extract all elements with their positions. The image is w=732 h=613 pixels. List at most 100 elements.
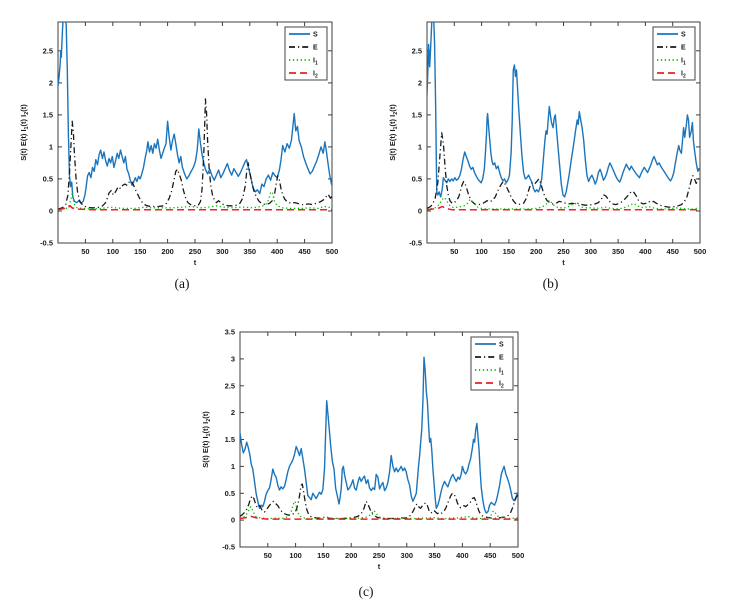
series-I_2-line	[240, 515, 518, 520]
x-tick-label: 150	[503, 247, 516, 256]
x-tick-label: 250	[557, 247, 570, 256]
x-tick-label: 450	[484, 551, 497, 560]
series-S-line	[58, 22, 332, 204]
plot-b-chart: 50 100 150 200 250 300 350 400 450 500 -0.5 0 0.5 1 1.…	[388, 21, 706, 267]
x-tick-label: 450	[666, 247, 679, 256]
legend-label-I_2: I2	[499, 381, 504, 390]
tick-labels: 50 100 150 200 250 300 350 400 450 500 -0.5 0 0.5 1 1.…	[40, 46, 338, 256]
y-tick-label: -0.5	[222, 543, 235, 552]
y-tick-label: 0	[418, 207, 422, 216]
y-tick-label: 2	[418, 79, 422, 88]
x-tick-label: 150	[317, 551, 330, 560]
tick-labels: 50 100 150 200 250 300 350 400 450 500 -0.5 0 0.5 1 1.…	[409, 46, 706, 256]
x-tick-label: 450	[298, 247, 311, 256]
x-tick-label: 50	[81, 247, 89, 256]
y-axis-label: S(t) E(t) I1(t) I2(t)	[201, 411, 212, 468]
plot-b-caption: (b)	[542, 276, 559, 291]
series-group	[427, 22, 700, 211]
y-tick-label: 1.5	[225, 435, 235, 444]
x-tick-label: 500	[512, 551, 525, 560]
series-E-line	[240, 483, 518, 520]
x-tick-label: 400	[456, 551, 469, 560]
x-tick-label: 100	[475, 247, 488, 256]
series-E-line	[58, 98, 332, 210]
y-tick-label: 1	[49, 143, 53, 152]
legend: SE I1 I2	[652, 26, 696, 81]
x-tick-label: 350	[244, 247, 257, 256]
plot-b: 50 100 150 200 250 300 350 400 450 500 -0.5 0 0.5 1 1.…	[369, 0, 732, 300]
plot-a-chart: 50 100 150 200 250 300 350 400 450 500 -0.5 0 0.5 1 1.…	[19, 21, 338, 267]
legend: SE I1 I2	[284, 26, 328, 81]
x-tick-label: 400	[271, 247, 284, 256]
plot-c-caption: (c)	[358, 584, 374, 599]
x-tick-label: 200	[161, 247, 174, 256]
y-tick-label: 2.5	[225, 381, 235, 390]
legend-label-S: S	[681, 32, 686, 39]
y-tick-label: 2.5	[43, 46, 53, 55]
legend-label-I_2: I2	[313, 71, 318, 80]
legend-label-S: S	[499, 342, 504, 349]
legend-label-I_1: I1	[499, 368, 504, 377]
plot-c: 50 100 150 200 250 300 350 400 450 500 -0.5 0 0.5 1 1.…	[182, 310, 550, 613]
y-axis-label: S(t) E(t) I1(t) I2(t)	[388, 104, 399, 161]
x-axis-label: t	[562, 258, 565, 267]
x-tick-label: 500	[694, 247, 707, 256]
tick-marks	[58, 22, 333, 244]
y-tick-label: 1	[231, 462, 235, 471]
series-I_1-line	[427, 196, 700, 211]
series-S-line	[427, 22, 700, 198]
x-axis-label: t	[378, 562, 381, 571]
y-tick-label: 0.5	[43, 175, 53, 184]
y-tick-label: 1.5	[412, 111, 422, 120]
x-tick-label: 100	[289, 551, 302, 560]
x-tick-label: 400	[639, 247, 652, 256]
tick-marks	[240, 331, 519, 548]
x-tick-label: 100	[107, 247, 120, 256]
series-group	[240, 356, 518, 520]
y-tick-label: 3	[231, 355, 235, 364]
plot-c-chart: 50 100 150 200 250 300 350 400 450 500 -0.5 0 0.5 1 1.…	[201, 328, 524, 571]
y-tick-label: 0	[49, 207, 53, 216]
x-tick-label: 500	[326, 247, 339, 256]
x-tick-label: 250	[373, 551, 386, 560]
y-tick-label: 1	[418, 143, 422, 152]
legend-label-E: E	[681, 45, 686, 52]
plot-a: 50 100 150 200 250 300 350 400 450 500 -0.5 0 0.5 1 1.…	[0, 0, 366, 300]
x-tick-label: 200	[530, 247, 543, 256]
y-tick-label: 0	[231, 516, 235, 525]
legend: SE I1 I2	[470, 336, 514, 391]
y-tick-label: 2	[49, 79, 53, 88]
y-tick-label: 0.5	[225, 489, 235, 498]
x-tick-label: 200	[345, 551, 358, 560]
legend-label-E: E	[499, 355, 504, 362]
series-group	[58, 22, 332, 211]
y-tick-label: 2.5	[412, 46, 422, 55]
y-tick-label: -0.5	[409, 239, 422, 248]
y-tick-label: -0.5	[40, 239, 53, 248]
y-tick-label: 0.5	[412, 175, 422, 184]
y-tick-label: 1.5	[43, 111, 53, 120]
legend-label-I_1: I1	[313, 58, 318, 67]
series-I_2-line	[427, 205, 700, 211]
legend-box	[470, 336, 514, 391]
x-axis-label: t	[194, 258, 197, 267]
legend-label-E: E	[313, 45, 318, 52]
plot-a-caption: (a)	[174, 276, 190, 291]
series-S-line	[240, 356, 518, 514]
legend-box	[284, 26, 328, 81]
series-E-line	[427, 132, 700, 209]
series-I_2-line	[58, 205, 332, 211]
x-tick-label: 350	[428, 551, 441, 560]
x-tick-label: 350	[612, 247, 625, 256]
y-tick-label: 3.5	[225, 328, 235, 337]
series-I_1-line	[58, 191, 332, 211]
x-tick-label: 300	[401, 551, 414, 560]
x-tick-label: 50	[264, 551, 272, 560]
x-tick-label: 300	[585, 247, 598, 256]
y-axis-label: S(t) E(t) I1(t) I2(t)	[19, 104, 30, 161]
legend-box	[652, 26, 696, 81]
x-tick-label: 150	[134, 247, 147, 256]
legend-label-S: S	[313, 32, 318, 39]
x-tick-label: 50	[450, 247, 458, 256]
tick-labels: 50 100 150 200 250 300 350 400 450 500 -0.5 0 0.5 1 1.…	[222, 328, 524, 560]
